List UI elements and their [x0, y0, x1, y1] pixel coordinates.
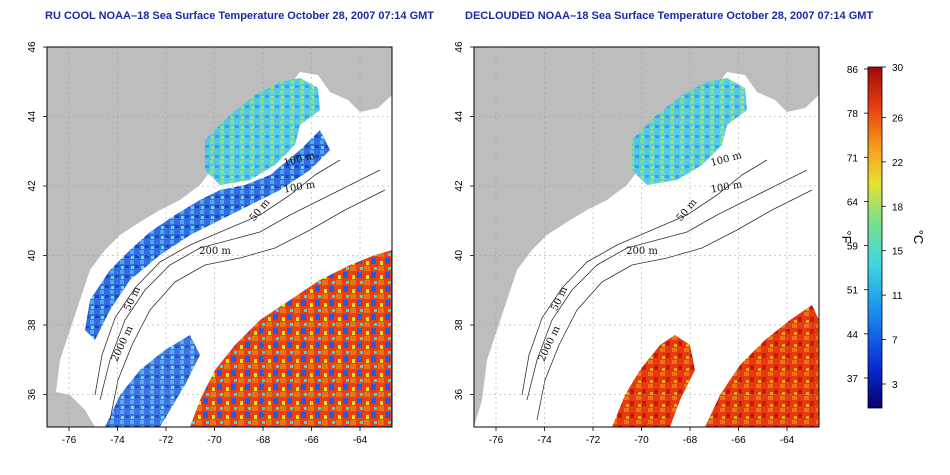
y-tick-label: 42 [454, 180, 465, 192]
cloud-blue-region [85, 130, 330, 340]
contour-depth-label: 200 m [199, 246, 231, 257]
celsius-tick-label: 15 [892, 247, 904, 258]
y-tick-label: 38 [454, 319, 465, 331]
y-tick-label: 46 [454, 41, 465, 53]
x-tick-label: -72 [159, 435, 174, 446]
cloud-cool-region [632, 78, 747, 185]
celsius-tick-label: 18 [892, 202, 904, 213]
left-map [47, 47, 392, 427]
land-mass-lower [47, 390, 95, 427]
colorbar-ticks: 86 78 71 64 59 51 44 37 30 26 22 18 15 11 7 3 [847, 63, 904, 391]
contour-depth-label: 200 m [626, 246, 658, 257]
celsius-tick-label: 11 [892, 291, 903, 302]
x-tick-label: -66 [304, 435, 319, 446]
isobath-2000m [536, 189, 813, 421]
x-tick-label: -72 [586, 435, 601, 446]
sst-warm-patches-2 [705, 305, 819, 427]
land-mass [474, 47, 819, 427]
isobath-200m [99, 169, 381, 401]
x-tick-label: -70 [207, 435, 222, 446]
celsius-tick-label: 26 [892, 113, 904, 124]
left-map-title: RU COOL NOAA–18 Sea Surface Temperature … [45, 10, 435, 22]
celsius-tick-label: 7 [892, 336, 898, 347]
sst-warm-patches [612, 335, 695, 427]
right-map [474, 47, 819, 427]
x-tick-label: -76 [62, 435, 77, 446]
y-tick-label: 44 [27, 111, 38, 123]
y-tick-label: 38 [27, 319, 38, 331]
celsius-tick-label: 22 [892, 158, 904, 169]
y-tick-label: 46 [27, 41, 38, 53]
isobath-200m [526, 169, 808, 401]
isobath-50m [521, 159, 768, 396]
x-tick-label: -68 [683, 435, 698, 446]
isobath-50m [94, 159, 341, 396]
y-tick-label: 36 [27, 389, 38, 401]
fahrenheit-tick-label: 59 [847, 242, 859, 253]
fahrenheit-tick-label: 78 [847, 109, 859, 120]
fahrenheit-tick-label: 86 [847, 65, 859, 76]
fahrenheit-tick-label: 44 [847, 330, 859, 341]
sst-warm-region [190, 250, 392, 427]
x-tick-label: -64 [353, 435, 368, 446]
fahrenheit-unit: °F [839, 230, 854, 243]
x-tick-label: -68 [256, 435, 271, 446]
x-tick-label: -74 [110, 435, 125, 446]
x-tick-label: -64 [780, 435, 795, 446]
fahrenheit-tick-label: 51 [847, 286, 859, 297]
isobath-2000m [109, 189, 386, 421]
axis-ticks-layer: -76 -74 -72 -70 -68 -66 -64 46 44 42 40 38 36 -76 -74 -… [27, 41, 819, 446]
x-tick-label: -70 [634, 435, 649, 446]
x-tick-label: -66 [731, 435, 746, 446]
x-tick-label: -76 [489, 435, 504, 446]
y-tick-label: 40 [454, 250, 465, 262]
celsius-tick-label: 3 [892, 380, 898, 391]
fahrenheit-tick-label: 71 [847, 153, 859, 164]
fahrenheit-tick-label: 64 [847, 197, 859, 208]
colorbar [867, 66, 883, 409]
left-map-frame [46, 46, 393, 428]
sst-blue-edge [105, 335, 200, 427]
x-tick-label: -74 [537, 435, 552, 446]
y-tick-label: 44 [454, 111, 465, 123]
y-tick-label: 36 [454, 389, 465, 401]
celsius-unit: °C [911, 230, 926, 245]
right-map-title: DECLOUDED NOAA–18 Sea Surface Temperatur… [465, 10, 874, 22]
right-map-frame [473, 46, 820, 428]
land-mass [47, 47, 392, 427]
cloud-cool-region [205, 78, 320, 185]
celsius-tick-label: 30 [892, 63, 904, 74]
fahrenheit-tick-label: 37 [847, 374, 859, 385]
y-tick-label: 40 [27, 250, 38, 262]
y-tick-label: 42 [27, 180, 38, 192]
